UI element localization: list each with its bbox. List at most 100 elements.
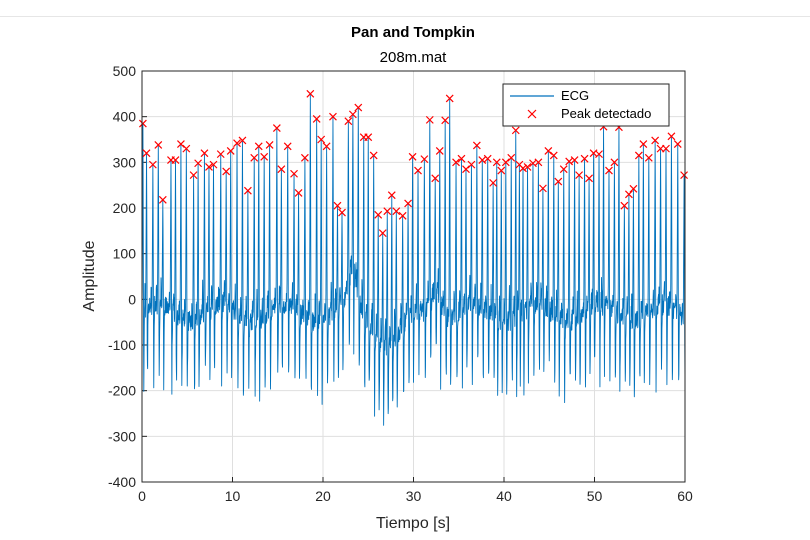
peak-marker — [277, 165, 286, 174]
peak-marker — [595, 150, 603, 159]
peak-marker — [338, 208, 346, 217]
peak-marker — [445, 94, 454, 103]
peak-marker — [680, 171, 689, 180]
peak-marker — [300, 153, 309, 162]
peak-marker — [673, 140, 682, 148]
peak-marker — [312, 115, 321, 123]
y-tick-label: 400 — [113, 109, 137, 125]
peak-marker — [398, 211, 407, 220]
peak-marker — [189, 171, 198, 180]
peak-marker — [435, 146, 444, 155]
peak-marker — [182, 144, 191, 153]
peak-marker — [171, 156, 180, 164]
x-tick-label: 20 — [315, 488, 331, 504]
peak-marker — [194, 159, 203, 168]
peak-marker — [492, 158, 501, 167]
peak-marker — [662, 144, 670, 153]
peak-marker — [138, 119, 147, 128]
peak-marker — [425, 115, 434, 124]
peak-marker — [369, 151, 378, 160]
peak-marker — [651, 136, 660, 145]
peak-marker — [243, 186, 252, 195]
peak-marker — [489, 178, 498, 187]
ecg-line — [141, 93, 686, 426]
y-tick-label: 300 — [113, 154, 137, 170]
peak-marker — [392, 207, 401, 216]
peak-marker — [408, 152, 417, 161]
y-tick-labels: -400 -300 -200 -100 0 100 200 300 400 500 — [108, 63, 136, 490]
peak-marker — [216, 150, 225, 159]
peak-marker — [414, 166, 422, 175]
peak-marker — [260, 152, 269, 161]
legend: ECG Peak detectado — [502, 83, 670, 127]
peak-marker — [344, 117, 353, 126]
peak-marker — [634, 151, 643, 160]
peak-marker — [639, 140, 648, 148]
x-tick-labels: 0 10 20 30 40 50 60 — [138, 488, 693, 504]
peak-marker — [431, 174, 440, 183]
peak-marker — [472, 141, 481, 150]
peak-marker — [585, 174, 593, 183]
peak-marker — [575, 171, 584, 180]
peak-marker — [148, 160, 157, 169]
plot-frame — [141, 70, 686, 483]
chart-subtitle: 208m.mat — [380, 49, 448, 66]
peak-marker — [238, 136, 247, 145]
x-tick-label: 30 — [406, 488, 422, 504]
peak-marker — [559, 165, 568, 174]
y-tick-label: -400 — [108, 474, 136, 490]
peak-marker — [667, 132, 676, 141]
peak-marker — [544, 146, 553, 155]
legend-peak-marker — [527, 109, 537, 119]
peak-marker — [374, 210, 383, 219]
peak-marker — [624, 190, 633, 199]
peak-marker — [176, 140, 185, 148]
chart-title: Pan and Tompkin — [351, 24, 475, 41]
peak-marker — [387, 191, 396, 200]
peak-marker — [511, 126, 520, 135]
peak-marker — [254, 142, 263, 151]
peak-marker — [364, 133, 373, 142]
y-axis-label: Amplitude — [81, 240, 98, 311]
peak-marker — [283, 142, 292, 151]
peak-marker — [457, 154, 466, 163]
y-tick-label: 200 — [113, 200, 137, 216]
peak-marker — [549, 151, 558, 160]
peak-marker — [519, 164, 527, 173]
peak-marker — [158, 195, 167, 204]
peak-marker — [250, 153, 259, 162]
peak-marker — [322, 142, 331, 151]
peak-marker — [452, 158, 460, 167]
window-top-strip — [0, 0, 810, 17]
x-axis-label: Tiempo [s] — [376, 515, 450, 532]
ecg-signal — [141, 93, 686, 426]
y-tick-label: 500 — [113, 63, 137, 79]
peak-marker — [497, 166, 506, 175]
peak-marker — [467, 160, 476, 169]
peak-marker — [462, 165, 470, 174]
peak-marker — [538, 184, 547, 193]
peak-marker — [570, 156, 579, 164]
peak-marker — [378, 229, 387, 238]
x-tick-label: 50 — [587, 488, 603, 504]
peak-marker — [483, 154, 492, 163]
peak-marker — [420, 155, 429, 164]
peak-marker — [507, 153, 516, 162]
legend-ecg-label: ECG — [561, 88, 589, 103]
x-tick-label: 40 — [496, 488, 512, 504]
peak-marker — [554, 177, 563, 186]
peak-marker — [348, 110, 357, 119]
peak-marker — [629, 184, 638, 193]
peak-marker — [333, 201, 342, 210]
peak-marker — [383, 207, 392, 216]
peak-marker — [209, 160, 218, 169]
peak-markers — [138, 89, 689, 238]
peak-marker — [205, 162, 213, 171]
peak-marker — [265, 141, 274, 149]
peak-marker — [317, 135, 326, 144]
y-tick-label: -200 — [108, 383, 136, 399]
peak-marker — [306, 89, 315, 98]
peak-marker — [501, 158, 510, 167]
x-tick-label: 60 — [677, 488, 693, 504]
